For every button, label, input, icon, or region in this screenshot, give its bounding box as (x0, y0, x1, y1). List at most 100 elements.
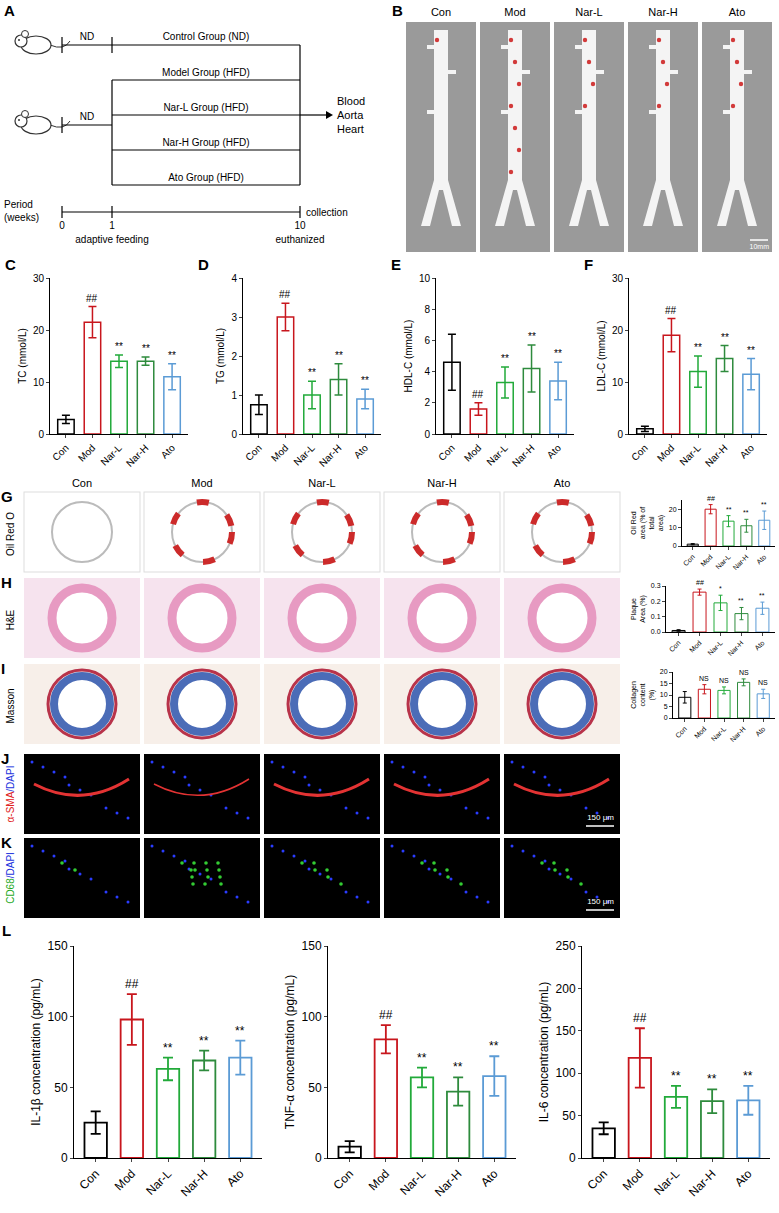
svg-text:Nar-L Group (HFD): Nar-L Group (HFD) (163, 102, 248, 113)
svg-text:50: 50 (562, 1109, 576, 1123)
svg-text:Nar-L: Nar-L (710, 725, 727, 742)
svg-text:0.1: 0.1 (651, 613, 661, 620)
svg-text:50: 50 (54, 1081, 68, 1095)
svg-text:##: ## (633, 1011, 647, 1025)
svg-text:Con: Con (50, 442, 71, 463)
svg-text:**: ** (199, 1034, 209, 1048)
svg-text:**: ** (453, 1060, 463, 1074)
svg-text:NS: NS (758, 679, 768, 686)
svg-text:1: 1 (231, 390, 237, 401)
svg-text:Nar-H: Nar-H (686, 1167, 719, 1200)
svg-text:0: 0 (664, 714, 668, 721)
svg-text:K: K (1, 834, 12, 851)
svg-text:*: * (719, 585, 722, 592)
svg-text:150: 150 (556, 1024, 576, 1038)
svg-text:Nar-H: Nar-H (726, 639, 744, 657)
svg-text:**: ** (528, 331, 536, 342)
svg-text:TG (mmol/L): TG (mmol/L) (215, 328, 226, 384)
svg-text:**: ** (308, 367, 316, 378)
svg-text:D: D (198, 256, 209, 273)
svg-text:##: ## (472, 389, 484, 400)
svg-text:Nar-L: Nar-L (651, 1167, 682, 1198)
svg-text:Con: Con (585, 1167, 610, 1192)
svg-text:150 μm: 150 μm (587, 813, 614, 822)
svg-text:**: ** (417, 1051, 427, 1065)
svg-text:0: 0 (61, 1151, 68, 1165)
svg-text:Ato: Ato (159, 442, 178, 461)
svg-text:adaptive feeding: adaptive feeding (75, 234, 148, 245)
svg-text:F: F (584, 256, 593, 273)
svg-text:0: 0 (59, 220, 65, 231)
svg-text:**: ** (361, 375, 369, 386)
svg-text:2: 2 (424, 397, 430, 408)
svg-text:Period: Period (4, 199, 33, 210)
svg-text:**: ** (726, 506, 732, 513)
svg-text:Con: Con (436, 442, 457, 463)
svg-text:**: ** (721, 332, 729, 343)
svg-text:Collagencontent(%): Collagencontent(%) (630, 681, 656, 709)
svg-text:(weeks): (weeks) (4, 212, 39, 223)
svg-text:20: 20 (660, 668, 668, 675)
svg-text:**: ** (743, 509, 749, 516)
svg-text:Ato: Ato (754, 725, 766, 737)
svg-text:100: 100 (48, 1010, 68, 1024)
svg-text:100: 100 (302, 1010, 322, 1024)
svg-text:30: 30 (612, 273, 624, 284)
svg-text:Con: Con (668, 639, 682, 653)
svg-text:##: ## (86, 293, 98, 304)
svg-text:Nar-H: Nar-H (178, 1167, 211, 1200)
svg-text:Mod: Mod (269, 442, 291, 464)
svg-text:IL-1β concentration (pg/mL): IL-1β concentration (pg/mL) (29, 978, 43, 1126)
svg-text:Masson: Masson (5, 688, 16, 723)
svg-text:IL-6 concentration (pg/mL): IL-6 concentration (pg/mL) (537, 982, 551, 1123)
svg-text:8: 8 (424, 304, 430, 315)
svg-text:Nar-H: Nar-H (703, 442, 730, 469)
svg-text:Nar-H: Nar-H (124, 442, 151, 469)
svg-text:**: ** (671, 1069, 681, 1083)
svg-text:4: 4 (231, 273, 237, 284)
svg-text:20: 20 (612, 325, 624, 336)
svg-text:0.0: 0.0 (651, 628, 661, 635)
svg-text:Mod: Mod (699, 553, 714, 568)
svg-text:250: 250 (556, 939, 576, 953)
svg-text:Blood: Blood (337, 95, 365, 107)
svg-text:**: ** (489, 1039, 499, 1053)
svg-text:Control Group (ND): Control Group (ND) (163, 31, 250, 42)
svg-text:PlaqueArea (%): PlaqueArea (%) (630, 595, 647, 623)
svg-text:Nar-L: Nar-L (308, 477, 336, 489)
svg-text:Nar-H: Nar-H (432, 1167, 465, 1200)
svg-text:1: 1 (109, 220, 115, 231)
svg-text:150: 150 (302, 939, 322, 953)
svg-text:**: ** (163, 1041, 173, 1055)
svg-text:**: ** (142, 343, 150, 354)
svg-text:L: L (2, 922, 11, 939)
svg-text:CD68/DAPI: CD68/DAPI (5, 852, 16, 904)
svg-text:50: 50 (308, 1081, 322, 1095)
svg-text:NS: NS (739, 669, 749, 676)
svg-text:100: 100 (556, 1066, 576, 1080)
svg-text:Mod: Mod (504, 6, 525, 18)
svg-text:Oil Red O: Oil Red O (5, 512, 16, 556)
svg-text:Con: Con (682, 553, 696, 567)
svg-text:**: ** (694, 342, 702, 353)
svg-text:Con: Con (77, 1167, 102, 1192)
svg-text:Nar-L: Nar-L (98, 442, 124, 468)
svg-text:3: 3 (231, 312, 237, 323)
svg-text:**: ** (235, 1024, 245, 1038)
svg-text:30: 30 (33, 273, 45, 284)
svg-text:150: 150 (48, 939, 68, 953)
svg-text:Nar-H: Nar-H (427, 477, 456, 489)
svg-text:Con: Con (431, 6, 451, 18)
svg-text:E: E (391, 256, 401, 273)
svg-text:**: ** (759, 592, 765, 599)
svg-text:Nar-L: Nar-L (677, 442, 703, 468)
svg-text:Ato: Ato (554, 477, 571, 489)
svg-text:0: 0 (38, 429, 44, 440)
svg-text:Con: Con (72, 477, 92, 489)
svg-text:##: ## (279, 289, 291, 300)
svg-text:##: ## (379, 1008, 393, 1022)
svg-text:##: ## (707, 495, 715, 502)
svg-text:15: 15 (660, 680, 668, 687)
svg-text:Mod: Mod (191, 477, 212, 489)
svg-text:Con: Con (243, 442, 264, 463)
